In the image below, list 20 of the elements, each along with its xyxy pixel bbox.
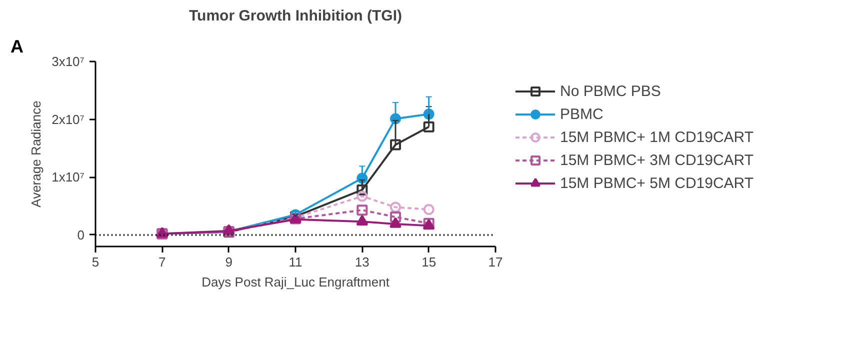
legend-label: PBMC — [560, 106, 604, 122]
x-tick-label: 15 — [422, 254, 436, 270]
y-tick-label: 3x10⁷ — [52, 54, 85, 69]
y-tick-label: 0 — [77, 227, 85, 242]
x-axis-title: Days Post Raji_Luc Engraftment — [202, 274, 390, 290]
legend-label: 15M PBMC+ 3M CD19CART — [560, 152, 754, 168]
y-axis-title: Average Radiance — [28, 100, 44, 208]
legend-label: No PBMC PBS — [560, 82, 661, 100]
chart-title: Tumor Growth Inhibition (TGI) — [188, 8, 402, 24]
x-tick-label: 9 — [225, 254, 232, 270]
y-tick-label: 2x10⁷ — [52, 112, 85, 127]
x-tick-label: 17 — [488, 254, 503, 270]
y-tick-label: 1x10⁷ — [52, 170, 85, 185]
legend-label: 15M PBMC+ 1M CD19CART — [560, 128, 754, 146]
text: A — [10, 36, 24, 56]
x-tick-label: 7 — [158, 254, 166, 270]
x-tick-label: 13 — [354, 254, 370, 270]
x-tick-label: 5 — [92, 254, 100, 270]
x-tick-label: 11 — [288, 254, 302, 270]
legend-label: 15M PBMC+ 5M CD19CART — [560, 174, 754, 192]
